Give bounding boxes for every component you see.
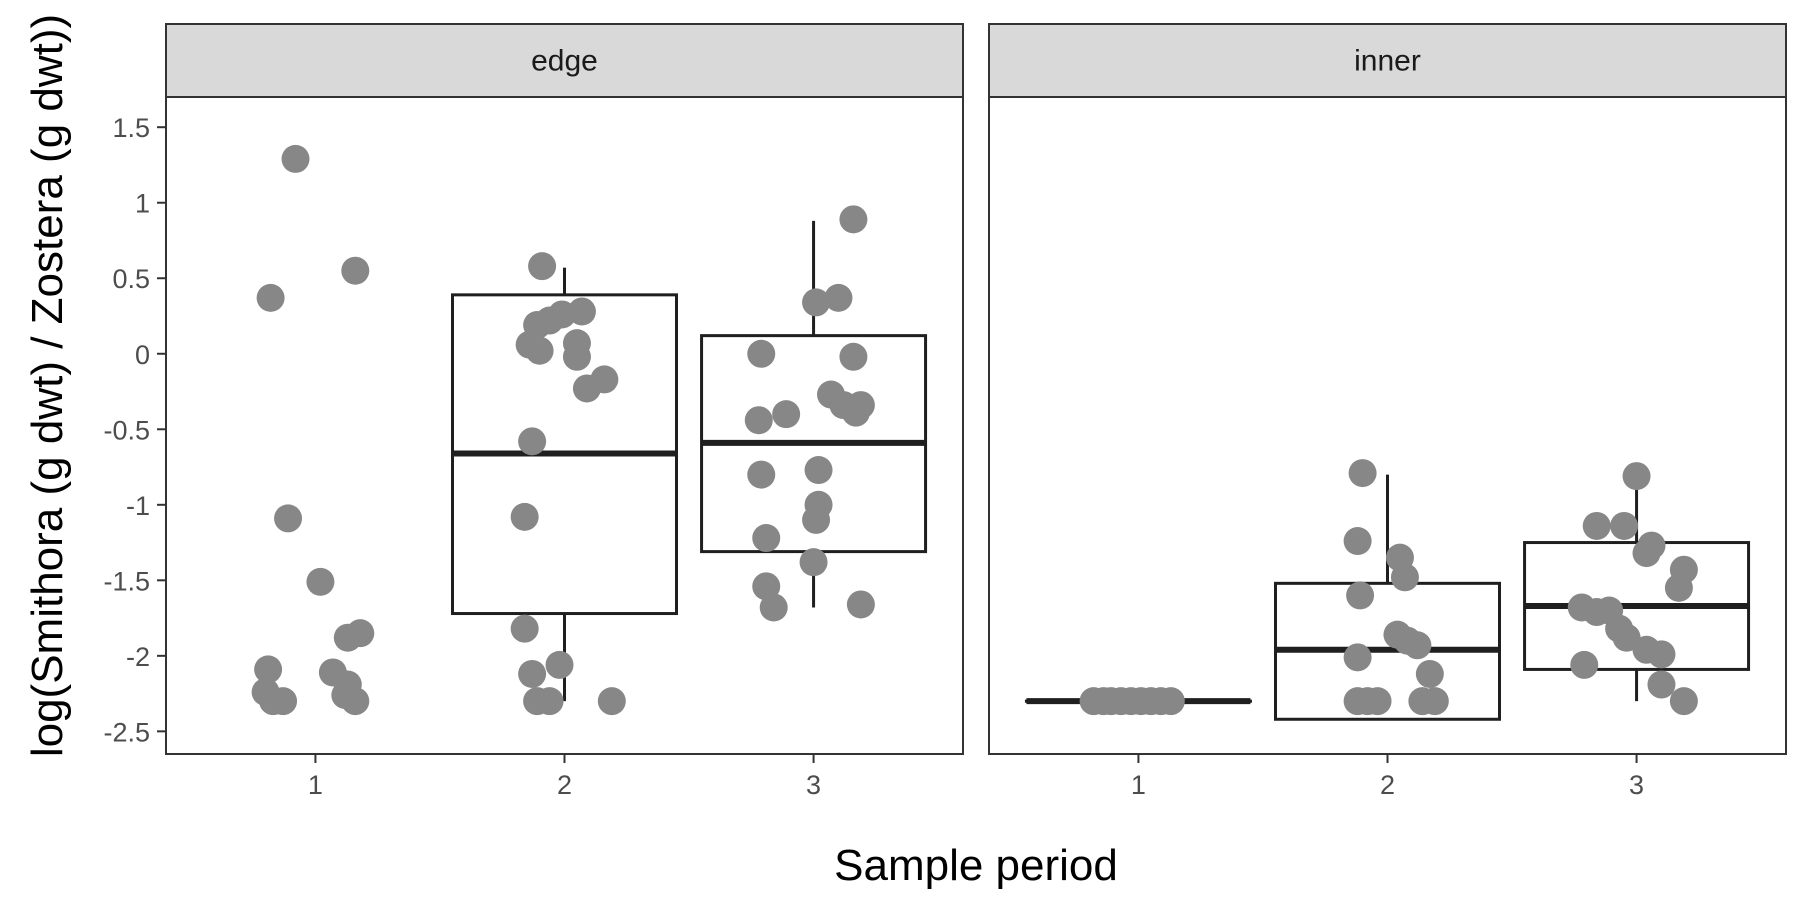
y-axis-title: log(Smithora (g dwt) / Zostera (g dwt)) [23,14,72,757]
data-point [526,337,554,365]
data-point [772,400,800,428]
data-point [563,343,591,371]
data-point [1403,631,1431,659]
data-point [745,406,773,434]
y-tick-label: 1.5 [112,113,150,143]
x-axis-title: Sample period [834,841,1118,890]
x-tick-label: 1 [308,770,323,800]
y-tick-label: 0.5 [112,264,150,294]
y-tick-label: -1 [126,491,150,521]
data-point [269,687,297,715]
data-point [847,590,875,618]
y-tick-label: 0 [135,340,150,370]
data-point [346,619,374,647]
x-tick-label: 3 [1629,770,1644,800]
data-point [802,506,830,534]
data-point [1364,687,1392,715]
data-point [1346,581,1374,609]
x-tick-label: 2 [1380,770,1395,800]
data-point [1157,687,1185,715]
data-point [805,456,833,484]
panel-edge: edge 1 2 3 [166,24,963,800]
data-point [839,343,867,371]
x-tick-label: 3 [806,770,821,800]
data-point [568,297,596,325]
data-point [1583,512,1611,540]
x-tick-label: 2 [557,770,572,800]
data-point [306,568,334,596]
data-point [598,687,626,715]
x-tick-label: 1 [1131,770,1146,800]
data-point [511,503,539,531]
data-point [590,365,618,393]
data-point [824,284,852,312]
data-point [1570,651,1598,679]
data-point [341,687,369,715]
data-point [1349,459,1377,487]
data-point [1670,687,1698,715]
data-point [747,461,775,489]
y-tick-label: -2 [126,642,150,672]
data-point [274,504,302,532]
data-point [1421,687,1449,715]
data-point [1647,640,1675,668]
data-point [282,145,310,173]
facet-label: edge [531,45,598,78]
panel-inner: inner 1 2 3 [989,24,1786,800]
data-point [1665,574,1693,602]
data-point [1623,462,1651,490]
y-tick-label: -1.5 [103,566,150,596]
data-point [528,252,556,280]
data-point [511,615,539,643]
data-point [839,205,867,233]
data-point [1416,660,1444,688]
data-point [1633,539,1661,567]
data-point [800,548,828,576]
data-point [341,257,369,285]
data-point [1610,512,1638,540]
data-point [1647,671,1675,699]
data-point [847,391,875,419]
data-point [546,651,574,679]
y-tick-label: -0.5 [103,415,150,445]
data-point [760,593,788,621]
y-tick-label: 1 [135,189,150,219]
facet-label: inner [1354,45,1421,78]
data-point [257,284,285,312]
data-point [1344,527,1372,555]
data-point [518,427,546,455]
data-point [518,660,546,688]
data-point [536,687,564,715]
y-tick-label: -2.5 [103,717,150,747]
data-point [747,340,775,368]
data-point [1344,643,1372,671]
data-point [1391,563,1419,591]
data-point [752,524,780,552]
